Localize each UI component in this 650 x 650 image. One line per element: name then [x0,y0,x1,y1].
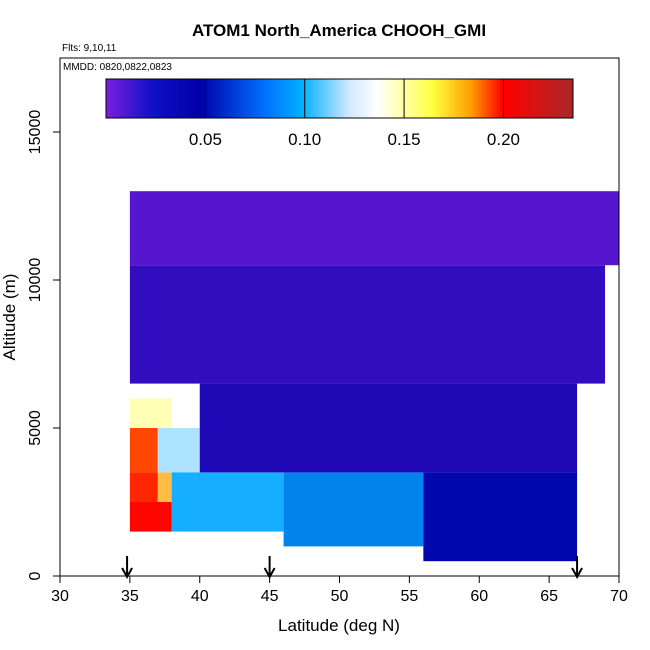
x-tick-label: 50 [331,588,349,605]
heatmap-cell [129,398,172,428]
heatmap-cell [129,428,158,473]
x-tick-label: 40 [191,588,209,605]
colorbar-ticks: 0.05 0.10 0.15 0.20 [189,79,520,149]
colorbar-tick-label: 0.10 [288,130,321,149]
heatmap-cell [129,472,158,502]
colorbar-tick-label: 0.05 [189,130,222,149]
heatmap-cell [199,383,578,473]
dates-annotation: MMDD: 0820,0822,0823 [63,62,172,73]
y-tick-label: 10000 [27,258,44,303]
x-tick-label: 60 [470,588,488,605]
heatmap-cell [129,265,606,384]
y-tick-label: 0 [27,571,44,580]
x-axis: 30 35 40 45 50 55 60 65 70 [51,576,628,605]
flight-arrow-head [571,567,583,580]
x-tick-label: 30 [51,588,69,605]
colorbar-tick-label: 0.15 [388,130,421,149]
heatmap-cell [423,472,578,562]
y-axis: 0 5000 10000 15000 [27,110,60,580]
heatmap-cell [171,472,284,532]
colorbar [105,78,574,119]
x-tick-label: 70 [610,588,628,605]
x-tick-label: 65 [540,588,558,605]
heatmap-cell [129,191,619,266]
y-tick-label: 5000 [27,410,44,446]
x-tick-label: 45 [261,588,279,605]
x-axis-label: Latitude (deg N) [278,616,400,635]
heatmap-cell [157,428,200,473]
chart-title: ATOM1 North_America CHOOH_GMI [192,21,486,40]
x-tick-label: 55 [400,588,418,605]
heatmap-cells [129,191,619,562]
x-tick-label: 35 [121,588,139,605]
y-axis-label: Altitude (m) [0,274,19,361]
flight-arrows [121,556,583,580]
heatmap-cell [283,472,424,547]
colorbar-tick-label: 0.20 [487,130,520,149]
y-tick-label: 15000 [27,110,44,155]
flight-arrow-head [121,567,133,580]
heatmap-cell [129,502,172,532]
flights-annotation: Flts: 9,10,11 [62,43,117,54]
flight-arrow-head [263,567,276,580]
